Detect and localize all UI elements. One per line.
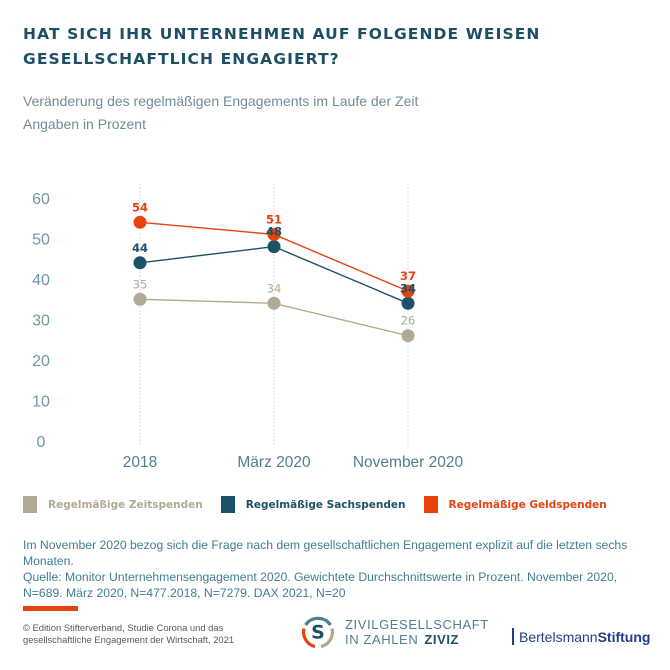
data-label-geldspenden: 54: [132, 200, 148, 214]
data-label-zeitspenden: 26: [401, 314, 416, 328]
legend-label-sachspenden: Regelmäßige Sachspenden: [245, 498, 406, 511]
data-point-geldspenden: [133, 215, 147, 229]
data-point-sachspenden: [133, 256, 147, 270]
series-points: [133, 215, 415, 343]
ziviz-logo: S ZIVILGESELLSCHAFT IN ZAHLEN ZIVIZ: [299, 613, 489, 651]
legend-item-geldspenden: Regelmäßige Geldspenden: [423, 496, 607, 513]
ziviz-bold-text: ZIVIZ: [424, 632, 460, 647]
footnote: Im November 2020 bezog sich die Frage na…: [23, 537, 663, 601]
legend-swatch-geldspenden: [423, 496, 438, 513]
footnote-line-3: N=689. März 2020, N=477.2018, N=7279. DA…: [23, 586, 346, 600]
legend-swatch-sachspenden: [220, 496, 235, 513]
data-label-sachspenden: 44: [132, 241, 148, 255]
chart-legend: Regelmäßige Zeitspenden Regelmäßige Sach…: [23, 496, 625, 513]
data-label-sachspenden: 48: [266, 225, 282, 239]
ziviz-line-2-text: IN ZAHLEN: [345, 632, 419, 647]
legend-swatch-zeitspenden: [23, 496, 37, 513]
copyright-line-2: gesellschaftliche Engagement der Wirtsch…: [23, 634, 235, 645]
data-label-zeitspenden: 34: [267, 281, 282, 295]
data-label-sachspenden: 34: [400, 281, 416, 295]
x-tick-label: März 2020: [237, 454, 311, 471]
bertelsmann-logo-bar: [512, 628, 514, 645]
data-point-zeitspenden: [267, 296, 281, 310]
bertelsmann-stiftung-logo: Bertelsmann Stiftung: [512, 628, 650, 645]
y-tick-label: 60: [32, 191, 50, 208]
footnote-line-2: Quelle: Monitor Unternehmensengagement 2…: [23, 570, 618, 584]
ziviz-emblem-icon: S: [301, 616, 335, 649]
ziviz-line-2: IN ZAHLEN ZIVIZ: [345, 632, 489, 647]
ziviz-wordmark: ZIVILGESELLSCHAFT IN ZAHLEN ZIVIZ: [345, 617, 489, 647]
y-tick-label: 50: [32, 232, 50, 249]
bertelsmann-bold-text: Stiftung: [597, 628, 651, 645]
ziviz-emblem-letter: S: [311, 622, 325, 644]
ziviz-line-1: ZIVILGESELLSCHAFT: [345, 617, 489, 632]
data-labels: 35 34 26 44 48 34 54 51 37: [132, 200, 416, 327]
legend-item-sachspenden: Regelmäßige Sachspenden: [220, 496, 406, 513]
chart-subtitle: Veränderung des regelmäßigen Engagements…: [23, 90, 418, 136]
subtitle-line-1: Veränderung des regelmäßigen Engagements…: [23, 93, 419, 109]
data-point-geldspenden: [267, 227, 281, 241]
data-point-geldspenden: [401, 284, 415, 298]
footnote-line-1: Im November 2020 bezog sich die Frage na…: [23, 538, 628, 568]
data-point-sachspenden: [267, 240, 281, 254]
data-point-zeitspenden: [401, 329, 415, 343]
chart-title: HAT SICH IHR UNTERNEHMEN AUF FOLGENDE WE…: [23, 25, 541, 68]
legend-label-zeitspenden: Regelmäßige Zeitspenden: [48, 498, 203, 511]
x-tick-label: 2018: [123, 454, 157, 471]
y-tick-label: 10: [32, 394, 50, 411]
subtitle-line-2: Angaben in Prozent: [23, 116, 146, 132]
y-tick-label: 20: [32, 353, 50, 370]
y-tick-label: 30: [32, 313, 50, 330]
copyright-line-1: © Edition Stifterverband, Studie Corona …: [23, 622, 224, 633]
line-chart: 0 10 20 30 40 50 60 2018 März 2020 November 2020…: [32, 184, 464, 471]
data-point-sachspenden: [401, 296, 415, 310]
data-label-zeitspenden: 35: [133, 277, 148, 291]
y-axis: 0 10 20 30 40 50 60: [32, 191, 50, 451]
accent-bar: [23, 606, 78, 611]
data-label-geldspenden: 37: [400, 269, 416, 283]
x-tick-label: November 2020: [353, 454, 464, 471]
bertelsmann-regular-text: Bertelsmann: [519, 628, 598, 645]
legend-label-geldspenden: Regelmäßige Geldspenden: [448, 498, 607, 511]
data-label-geldspenden: 51: [266, 212, 282, 226]
y-tick-label: 40: [32, 272, 50, 289]
y-tick-label: 0: [37, 434, 46, 451]
copyright-notice: © Edition Stifterverband, Studie Corona …: [23, 622, 283, 646]
x-axis: 2018 März 2020 November 2020: [123, 454, 464, 471]
legend-item-zeitspenden: Regelmäßige Zeitspenden: [23, 496, 203, 513]
data-point-zeitspenden: [133, 292, 147, 306]
